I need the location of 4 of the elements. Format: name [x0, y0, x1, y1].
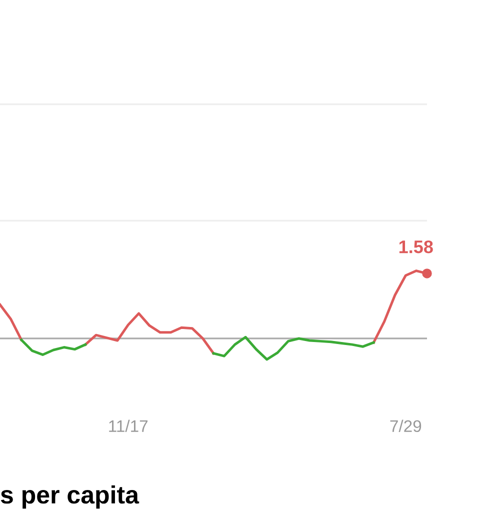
- x-tick-label: 7/29: [390, 420, 422, 432]
- text: s per capita: [0, 485, 140, 509]
- x-tick-label: 11/17: [109, 420, 148, 432]
- text: 1.58: [399, 240, 433, 254]
